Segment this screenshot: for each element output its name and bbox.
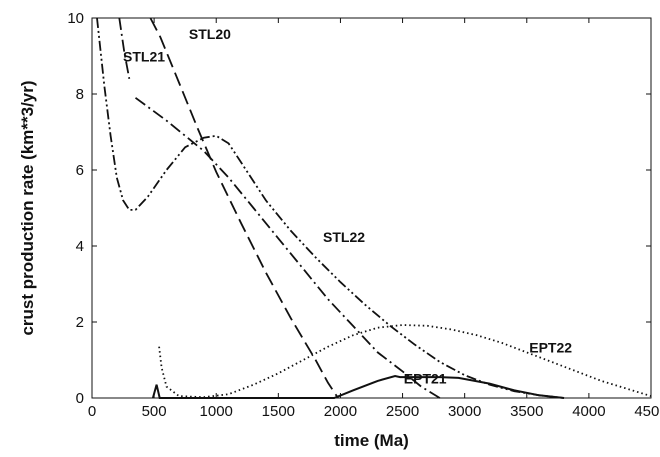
x-tick-label: 3500 [510,403,543,420]
y-tick-label: 2 [76,314,84,331]
series-line-stl21 [118,17,131,79]
y-tick-label: 4 [76,238,84,255]
series-line-stl21 [134,97,441,399]
x-tick-label: 2500 [386,403,419,420]
series-line-ept22 [158,324,652,399]
curve-label-ept21: EPT21 [404,371,447,387]
x-tick-label: 3000 [448,403,481,420]
series-line-stl20 [149,17,339,399]
plot-frame [91,17,652,399]
series-line-stl22 [96,17,565,399]
x-tick-label: 0 [88,403,96,420]
x-tick-label: 4000 [572,403,605,420]
curve-label-ept22: EPT22 [529,339,572,355]
x-axis-label: time (Ma) [334,431,409,450]
series-line-ept21 [151,374,565,399]
y-tick-label: 6 [76,162,84,179]
curve-label-stl21: STL21 [123,49,165,65]
curve-label-stl22: STL22 [323,229,365,245]
y-tick-label: 10 [67,10,84,27]
curve-label-stl20: STL20 [189,26,231,42]
x-tick-label: 1500 [262,403,295,420]
y-axis-label: crust production rate (km**3/yr) [18,80,37,335]
y-tick-label: 0 [76,390,84,407]
x-tick-label: 1000 [200,403,233,420]
x-tick-label: 2000 [324,403,357,420]
x-tick-label: 500 [142,403,167,420]
annotation-layer: STL20 STL21 STL22 EPT21 EPT22 [123,26,572,387]
y-tick-label: 8 [76,86,84,103]
